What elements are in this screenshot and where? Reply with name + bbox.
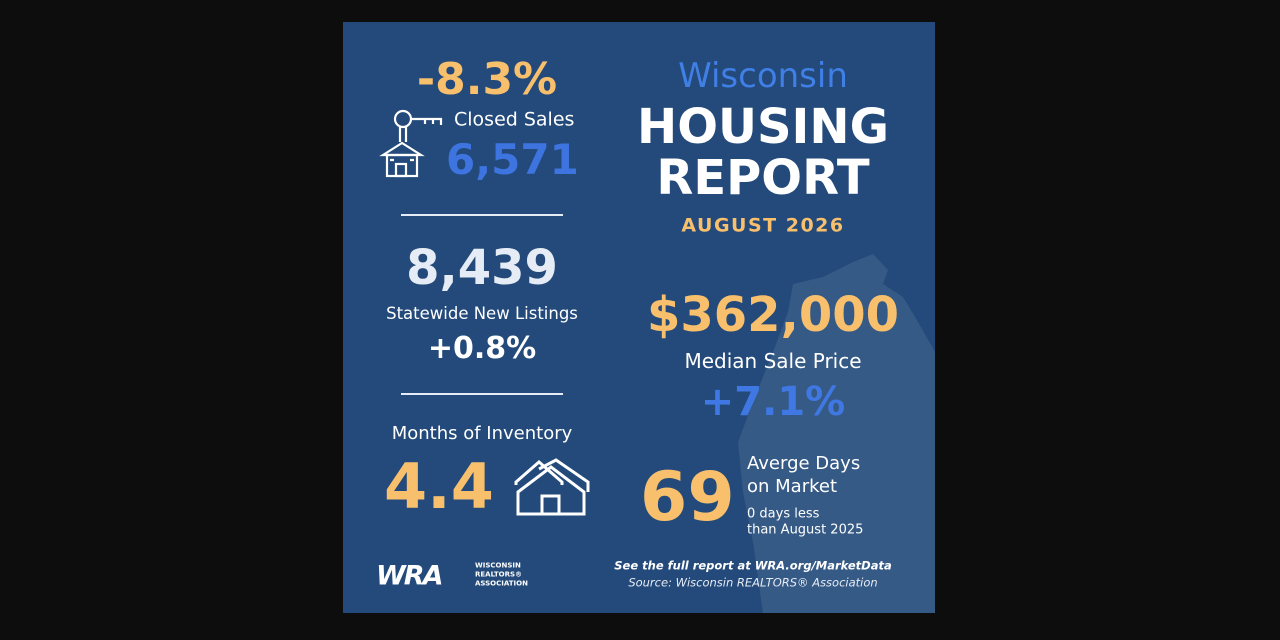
new-listings-value: 8,439 <box>406 240 558 296</box>
title-line: HOUSING <box>637 99 889 155</box>
closed-sales-change: -8.3% <box>416 54 558 105</box>
logo-text: WISCONSIN <box>475 561 521 570</box>
new-listings-change: +0.8% <box>427 331 537 366</box>
median-price-change: +7.1% <box>700 379 846 425</box>
logo-text: ASSOCIATION <box>475 579 528 588</box>
background-art <box>379 109 935 613</box>
divider <box>401 214 563 216</box>
median-price-value: $362,000 <box>646 287 900 343</box>
footer-link: See the full report at WRA.org/MarketDat… <box>614 558 892 573</box>
days-note: than August 2025 <box>747 522 864 538</box>
days-label: on Market <box>747 476 838 497</box>
logo-text: REALTORS® <box>475 570 523 579</box>
closed-sales-label: Closed Sales <box>454 108 575 131</box>
houses-icon <box>514 458 590 516</box>
key-icon <box>393 109 443 142</box>
inventory-value: 4.4 <box>384 450 494 523</box>
inventory-label: Months of Inventory <box>391 423 573 444</box>
new-listings-label: Statewide New Listings <box>386 303 578 323</box>
footer-source: Source: Wisconsin REALTORS® Association <box>628 575 878 590</box>
days-label: Averge Days <box>747 453 861 474</box>
infographic-panel: -8.3% Closed Sales 6,571 8,439 Statewide… <box>343 22 935 613</box>
title-line: REPORT <box>656 150 870 206</box>
median-price-label: Median Sale Price <box>684 349 862 373</box>
days-note: 0 days less <box>747 506 820 522</box>
period: AUGUST 2026 <box>681 214 845 237</box>
days-value: 69 <box>640 458 735 537</box>
logo-mark: WRA <box>376 560 443 592</box>
closed-sales-value: 6,571 <box>446 135 579 184</box>
divider <box>401 393 563 395</box>
region: Wisconsin <box>678 56 848 96</box>
state-map <box>738 254 935 613</box>
house-icon <box>379 141 425 178</box>
